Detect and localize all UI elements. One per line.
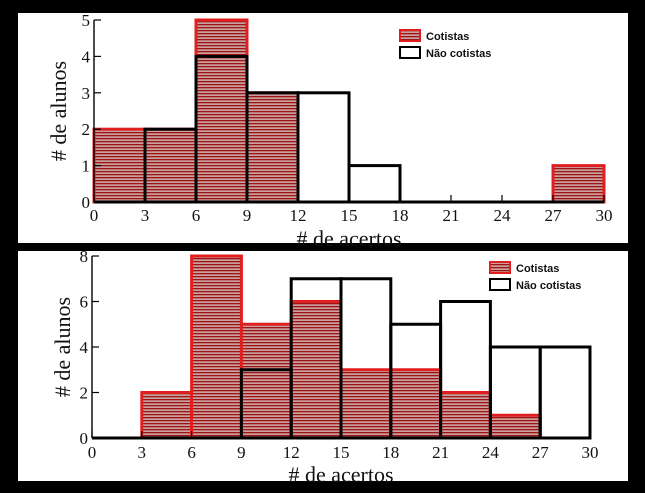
x-tick-label: 9	[243, 206, 252, 225]
y-tick-label: 6	[80, 293, 89, 312]
x-tick-label: 3	[138, 443, 147, 462]
bar-cotistas	[551, 164, 606, 204]
x-tick-label: 3	[141, 206, 150, 225]
bar-cotistas	[289, 300, 343, 440]
y-tick-label: 8	[80, 247, 89, 266]
legend-label-cotistas: Cotistas	[426, 31, 469, 43]
x-tick-label: 30	[582, 443, 599, 462]
bar-cotistas	[245, 91, 300, 204]
legend-label-nao-cotistas: Não cotistas	[516, 280, 581, 292]
x-tick-label: 24	[494, 206, 512, 225]
y-tick-label: 0	[82, 193, 91, 212]
y-tick-label: 4	[80, 338, 89, 357]
x-tick-label: 9	[237, 443, 246, 462]
y-tick-label: 5	[82, 11, 91, 30]
y-tick-label: 4	[82, 47, 91, 66]
y-tick-label: 3	[82, 84, 91, 103]
x-tick-label: 6	[187, 443, 196, 462]
x-tick-label: 18	[392, 206, 409, 225]
y-axis-label: # de alunos	[46, 61, 71, 161]
legend-label-cotistas: Cotistas	[516, 263, 559, 275]
x-tick-label: 27	[532, 443, 550, 462]
bar-cotistas	[339, 368, 393, 440]
legend-swatch-cotistas	[489, 261, 511, 274]
x-tick-label: 6	[192, 206, 201, 225]
x-tick-label: 12	[283, 443, 300, 462]
y-tick-label: 0	[80, 429, 89, 448]
x-tick-label: 27	[545, 206, 563, 225]
x-tick-label: 15	[341, 206, 358, 225]
bar-cotistas	[190, 254, 243, 440]
y-tick-label: 2	[80, 384, 89, 403]
bar-cotistas	[439, 391, 492, 440]
x-axis-label: # de acertos	[288, 462, 393, 487]
legend-swatch-cotistas	[399, 29, 421, 42]
legend-swatch-nao-cotistas	[399, 46, 421, 59]
x-tick-label: 12	[290, 206, 307, 225]
bar-cotistas	[140, 391, 194, 440]
legend-swatch-nao-cotistas	[489, 278, 511, 291]
x-tick-label: 0	[88, 443, 97, 462]
bar-cotistas	[143, 127, 198, 204]
bar-cotistas	[92, 127, 147, 204]
x-tick-label: 30	[596, 206, 613, 225]
legend-label-nao-cotistas: Não cotistas	[426, 48, 491, 60]
bar-cotistas	[194, 18, 249, 204]
y-tick-label: 1	[82, 157, 91, 176]
x-tick-label: 0	[90, 206, 99, 225]
x-tick-label: 21	[432, 443, 449, 462]
bar-cotistas	[488, 413, 542, 440]
y-tick-label: 2	[82, 120, 91, 139]
x-tick-label: 18	[382, 443, 399, 462]
x-tick-label: 21	[443, 206, 460, 225]
x-tick-label: 15	[333, 443, 350, 462]
bar-cotistas	[239, 322, 293, 440]
bar-cotistas	[389, 368, 443, 440]
y-axis-label: # de alunos	[50, 297, 75, 397]
x-tick-label: 24	[482, 443, 500, 462]
x-axis-label: # de acertos	[296, 226, 401, 251]
